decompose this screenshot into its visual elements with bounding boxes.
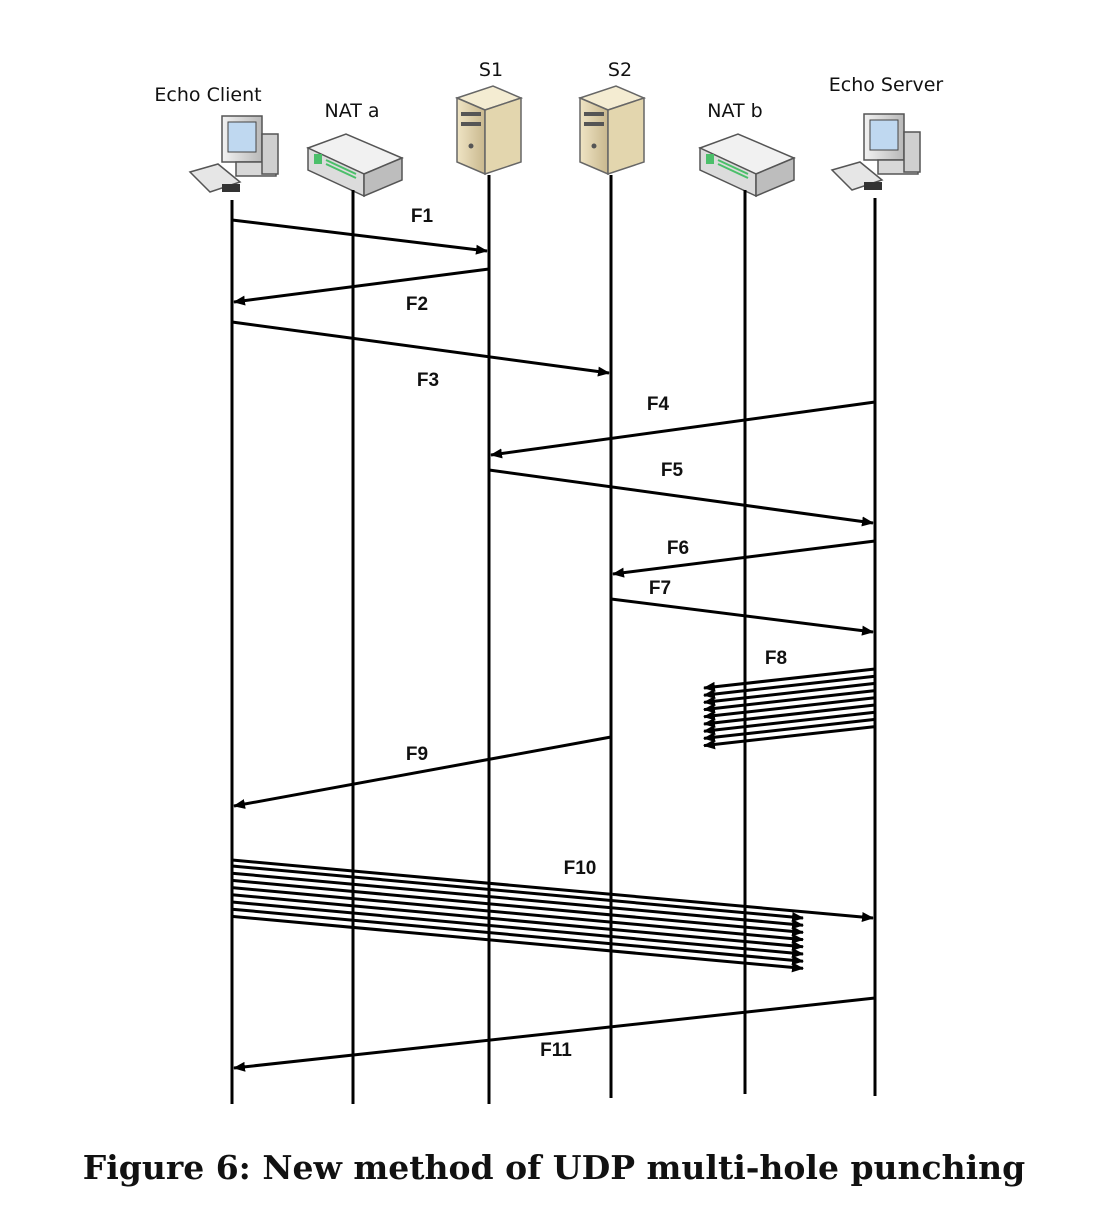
message-arrow-f10 (231, 878, 804, 937)
message-label-f11: F11 (540, 1040, 572, 1061)
message-arrow-f7 (610, 597, 874, 636)
message-label-f8: F8 (765, 648, 787, 669)
message-arrow-f8 (703, 674, 876, 699)
participant-label-echo-client: Echo Client (154, 84, 261, 106)
message-label-f5: F5 (661, 460, 684, 481)
message-label-f1: F1 (411, 206, 434, 227)
message-label-f2: F2 (406, 294, 428, 315)
message-arrow-f8 (703, 696, 876, 721)
message-arrow-f1 (231, 218, 488, 255)
participant-label-nat-b: NAT b (707, 100, 762, 122)
message-arrow-f10 (231, 886, 804, 944)
message-arrow-f10 (231, 871, 804, 930)
message-label-f9: F9 (406, 744, 428, 765)
message-arrow-f5 (488, 468, 874, 527)
message-arrow-f4 (490, 400, 876, 459)
message-arrow-f3 (231, 320, 610, 377)
message-arrow-f8 (703, 703, 876, 728)
message-arrow-f8 (703, 689, 876, 714)
participant-label-echo-server: Echo Server (829, 74, 944, 96)
nat-router-icon (698, 133, 796, 198)
desktop-computer-icon (188, 115, 279, 193)
message-arrow-f10 (231, 907, 804, 966)
message-arrow-group-f10 (231, 864, 804, 973)
message-arrow-f10 (231, 900, 804, 958)
desktop-computer-icon (830, 113, 921, 191)
message-label-f3: F3 (417, 370, 439, 391)
server-tower-icon (577, 85, 647, 176)
nat-router-icon (306, 133, 404, 198)
participant-label-s1: S1 (479, 59, 503, 81)
server-tower-icon (454, 85, 524, 176)
message-arrow-f8 (703, 667, 876, 692)
message-label-f7: F7 (649, 578, 671, 599)
message-arrow-f10 (231, 864, 804, 922)
message-label-f10: F10 (564, 858, 597, 879)
message-arrow-f10-reach (231, 858, 874, 922)
message-arrow-f8 (703, 725, 876, 750)
message-label-f6: F6 (667, 538, 689, 559)
message-arrow-f10 (231, 893, 804, 951)
participant-label-nat-a: NAT a (324, 100, 379, 122)
message-arrow-f2 (233, 267, 490, 306)
message-label-f4: F4 (647, 394, 670, 415)
message-arrow-f10 (231, 914, 804, 973)
message-arrow-f8 (703, 710, 876, 735)
figure-caption: Figure 6: New method of UDP multi-hole p… (82, 1148, 1026, 1187)
participant-label-s2: S2 (608, 59, 632, 81)
message-arrow-f8 (703, 681, 876, 707)
message-arrow-f9 (233, 735, 612, 809)
message-arrow-group-f8 (703, 667, 876, 750)
message-arrow-f8 (703, 717, 876, 743)
message-arrow-f6 (612, 539, 876, 578)
message-arrow-f11 (233, 996, 876, 1072)
